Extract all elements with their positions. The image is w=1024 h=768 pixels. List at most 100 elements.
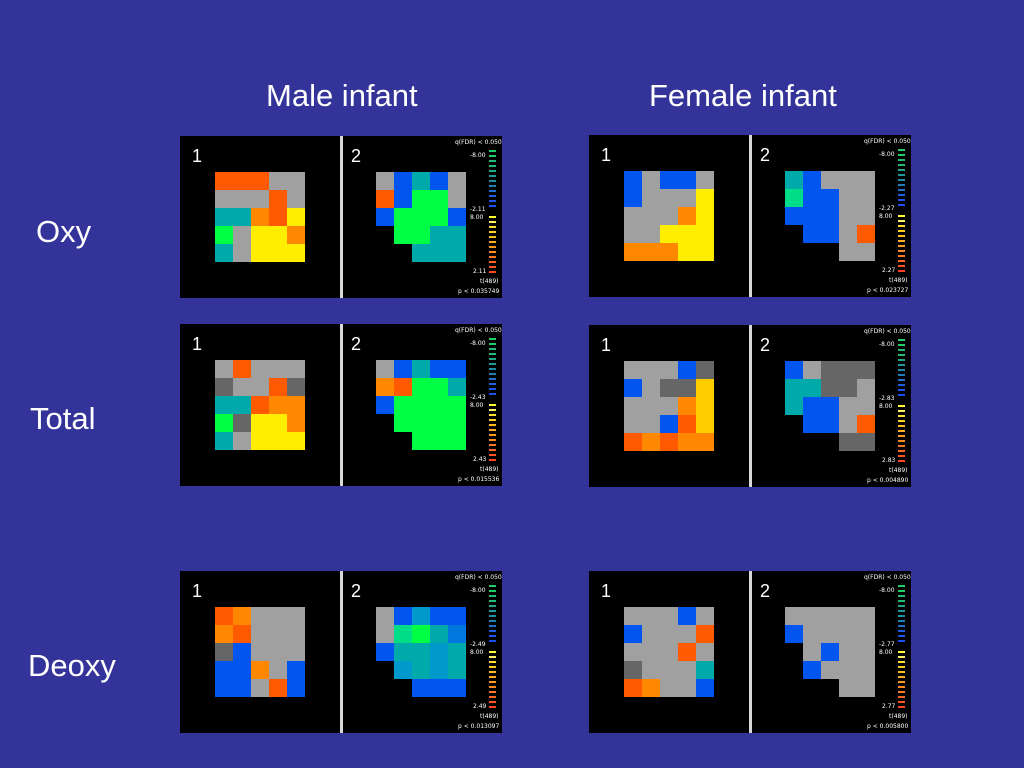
q-threshold-label: q(FDR) < 0.050 bbox=[864, 574, 911, 581]
channel-cell bbox=[696, 679, 714, 697]
colorbar-segment bbox=[489, 404, 496, 406]
channel-cell bbox=[448, 208, 466, 226]
channel-cell bbox=[624, 189, 642, 207]
colorbar-pos-threshold: 2.43 bbox=[473, 456, 487, 463]
channel-cell bbox=[660, 415, 678, 433]
channel-cell bbox=[678, 679, 696, 697]
colorbar-segment bbox=[898, 270, 905, 272]
colorbar-pos-max: 8.00 bbox=[470, 649, 484, 656]
channel-cell bbox=[678, 207, 696, 225]
channel-cell bbox=[839, 225, 857, 243]
colorbar-segment bbox=[489, 459, 496, 461]
channel-cell bbox=[678, 607, 696, 625]
channel-cell bbox=[376, 208, 394, 226]
channel-cell bbox=[412, 360, 430, 378]
hemi-label-2: 2 bbox=[351, 581, 362, 601]
channel-cell bbox=[821, 397, 839, 415]
channel-cell bbox=[642, 171, 660, 189]
row-label-oxy: Oxy bbox=[36, 214, 92, 249]
channel-cell bbox=[839, 171, 857, 189]
colorbar-segment bbox=[489, 378, 496, 380]
channel-cell bbox=[857, 679, 875, 697]
channel-cell bbox=[839, 433, 857, 451]
colorbar-max-label: -8.00 bbox=[879, 587, 895, 594]
channel-cell bbox=[696, 243, 714, 261]
channel-cell bbox=[394, 226, 412, 244]
colorbar-segment bbox=[489, 373, 496, 375]
channel-cell bbox=[394, 378, 412, 396]
channel-cell bbox=[269, 208, 287, 226]
channel-cell bbox=[696, 171, 714, 189]
colorbar-segment bbox=[489, 605, 496, 607]
colorbar-segment bbox=[489, 610, 496, 612]
colorbar-segment bbox=[898, 630, 905, 632]
row-label-total: Total bbox=[30, 401, 96, 436]
colorbar-pos-threshold: 2.77 bbox=[882, 703, 896, 710]
colorbar-segment bbox=[898, 199, 905, 201]
colorbar-segment bbox=[898, 656, 905, 658]
colorbar-segment bbox=[489, 343, 496, 345]
channel-cell bbox=[215, 643, 233, 661]
channel-cell bbox=[803, 379, 821, 397]
colorbar-segment bbox=[489, 165, 496, 167]
colorbar-segment bbox=[489, 383, 496, 385]
channel-cell bbox=[642, 397, 660, 415]
colorbar-segment bbox=[898, 435, 905, 437]
colorbar-segment bbox=[489, 266, 496, 268]
channel-cell bbox=[857, 643, 875, 661]
heatmap-panel-female-total: 1 2 q(FDR) < 0.050 -8.00 -2.83 8.00 2.83 t(489)… bbox=[589, 325, 911, 487]
channel-cell bbox=[394, 661, 412, 679]
colorbar-segment bbox=[489, 363, 496, 365]
channel-cell bbox=[287, 679, 305, 697]
colorbar-segment bbox=[898, 450, 905, 452]
colorbar-segment bbox=[489, 434, 496, 436]
heatmap-panel-male-oxy: 1 2 q(FDR) < 0.050 -8.00 -2.11 8.00 2.11 t(489)… bbox=[180, 136, 502, 298]
channel-cell bbox=[412, 244, 430, 262]
channel-cell bbox=[624, 607, 642, 625]
channel-cell bbox=[839, 679, 857, 697]
channel-cell bbox=[803, 397, 821, 415]
channel-cell bbox=[412, 661, 430, 679]
channel-cell bbox=[233, 226, 251, 244]
colorbar-segment bbox=[489, 706, 496, 708]
channel-cell bbox=[251, 208, 269, 226]
channel-cell bbox=[412, 226, 430, 244]
channel-cell bbox=[821, 225, 839, 243]
channel-cell bbox=[215, 244, 233, 262]
channel-cell bbox=[215, 360, 233, 378]
channel-cell bbox=[394, 607, 412, 625]
channel-cell bbox=[430, 625, 448, 643]
hemisphere-divider bbox=[749, 571, 752, 733]
colorbar-segment bbox=[898, 339, 905, 341]
channel-cell bbox=[430, 172, 448, 190]
channel-cell bbox=[803, 607, 821, 625]
channel-cell bbox=[376, 360, 394, 378]
channel-cell bbox=[430, 396, 448, 414]
colorbar-segment bbox=[898, 265, 905, 267]
column-title-male: Male infant bbox=[266, 78, 418, 113]
colorbar-segment bbox=[898, 585, 905, 587]
colorbar-segment bbox=[898, 600, 905, 602]
channel-cell bbox=[394, 643, 412, 661]
colorbar-max-label: -8.00 bbox=[879, 151, 895, 158]
channel-cell bbox=[251, 679, 269, 697]
hemisphere-divider bbox=[749, 325, 752, 487]
channel-cell bbox=[696, 607, 714, 625]
q-threshold-label: q(FDR) < 0.050 bbox=[864, 328, 911, 335]
p-value-label: p < 0.023727 bbox=[867, 287, 909, 294]
colorbar-segment bbox=[898, 260, 905, 262]
channel-cell bbox=[803, 643, 821, 661]
colorbar-segment bbox=[898, 364, 905, 366]
degrees-of-freedom-label: t(489) bbox=[889, 713, 908, 720]
colorbar-segment bbox=[489, 661, 496, 663]
channel-cell bbox=[233, 432, 251, 450]
channel-cell bbox=[269, 679, 287, 697]
channel-cell bbox=[412, 190, 430, 208]
colorbar-segment bbox=[489, 439, 496, 441]
channel-cell bbox=[233, 190, 251, 208]
channel-cell bbox=[839, 643, 857, 661]
heatmap-panel-female-oxy: 1 2 q(FDR) < 0.050 -8.00 -2.27 8.00 2.27 t(489)… bbox=[589, 135, 911, 297]
channel-cell bbox=[660, 679, 678, 697]
channel-cell bbox=[821, 661, 839, 679]
channel-cell bbox=[269, 607, 287, 625]
